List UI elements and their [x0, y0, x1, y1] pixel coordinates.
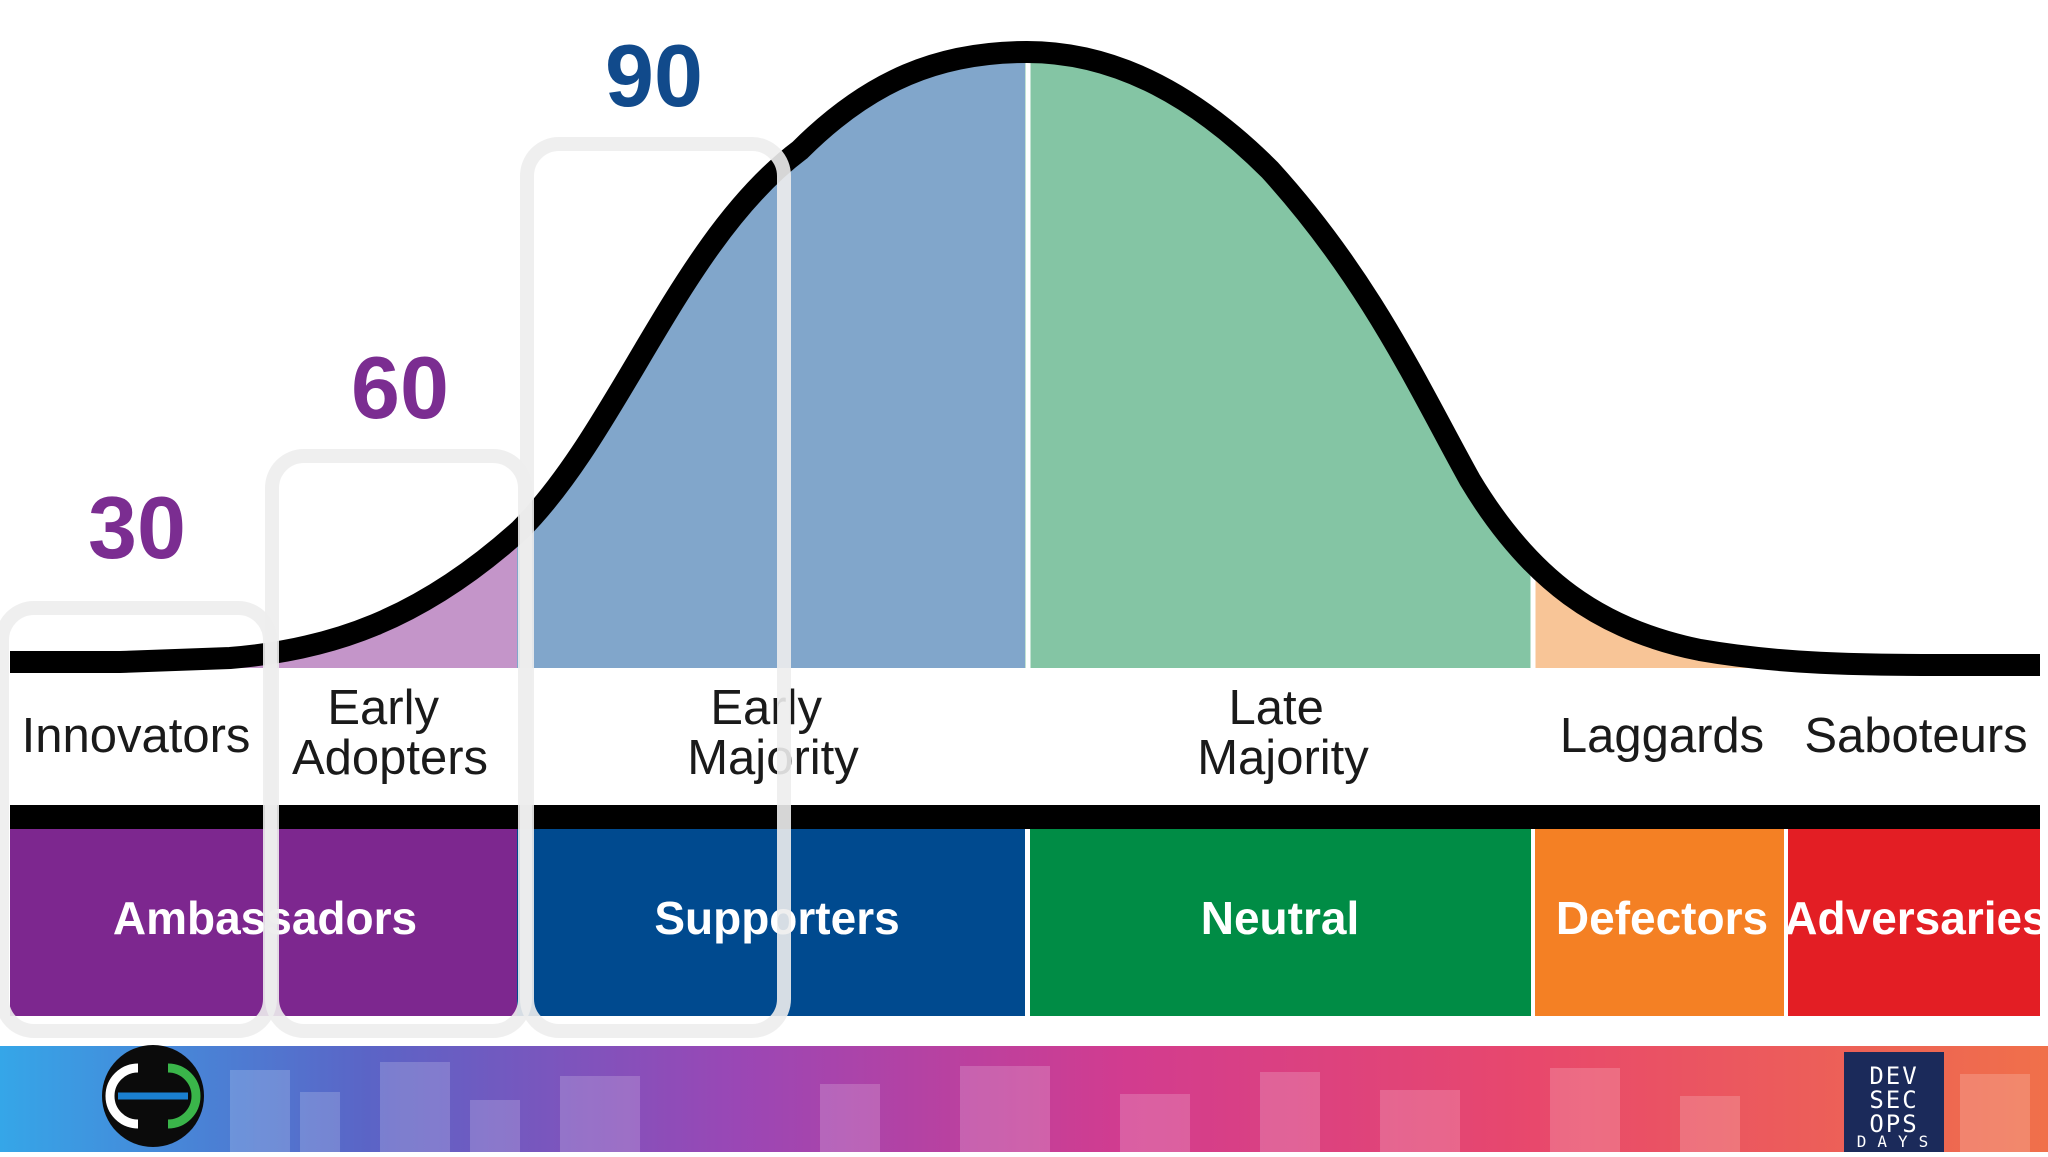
segment-fill-saboteurs [1786, 52, 2040, 668]
footer-cityscape-texture [230, 1062, 2030, 1152]
segment-label-saboteurs: Saboteurs [1804, 709, 2027, 763]
group-label-defectors: Defectors [1556, 892, 1768, 944]
community-logo [102, 1045, 204, 1147]
segment-fill-early-majority [517, 52, 1025, 668]
highlight-frame-90 [520, 137, 791, 1038]
segment-label-early-majority: Early Majority [687, 681, 859, 785]
group-label-adversaries: Adversaries [1784, 892, 2047, 944]
group-bar-adversaries [1788, 829, 2040, 1016]
segment-label-early-adopters: Early Adopters [292, 681, 488, 785]
group-bar-neutral [1030, 829, 1531, 1016]
svg-text:SEC: SEC [1869, 1086, 1918, 1114]
devsecops-days-logo: DEV SEC OPS DAYS [1844, 1052, 1944, 1152]
count-label-60: 60 [351, 338, 449, 437]
group-bar-defectors [1535, 829, 1784, 1016]
svg-text:OPS: OPS [1869, 1110, 1918, 1138]
segment-label-innovators: Innovators [22, 709, 251, 763]
footer-band [0, 1046, 2048, 1152]
count-label-30: 30 [88, 478, 186, 577]
divider-band [10, 805, 2040, 829]
svg-text:DEV: DEV [1869, 1062, 1918, 1090]
count-label-90: 90 [605, 26, 703, 125]
segment-fill-laggards [1533, 52, 1786, 668]
segment-label-late-majority: Late Majority [1197, 681, 1369, 785]
group-label-neutral: Neutral [1201, 892, 1359, 944]
segment-fill-late-majority [1025, 52, 1533, 668]
svg-text:DAYS: DAYS [1857, 1132, 1940, 1151]
group-bar-supporters [517, 829, 1025, 1016]
segment-label-laggards: Laggards [1560, 709, 1764, 763]
